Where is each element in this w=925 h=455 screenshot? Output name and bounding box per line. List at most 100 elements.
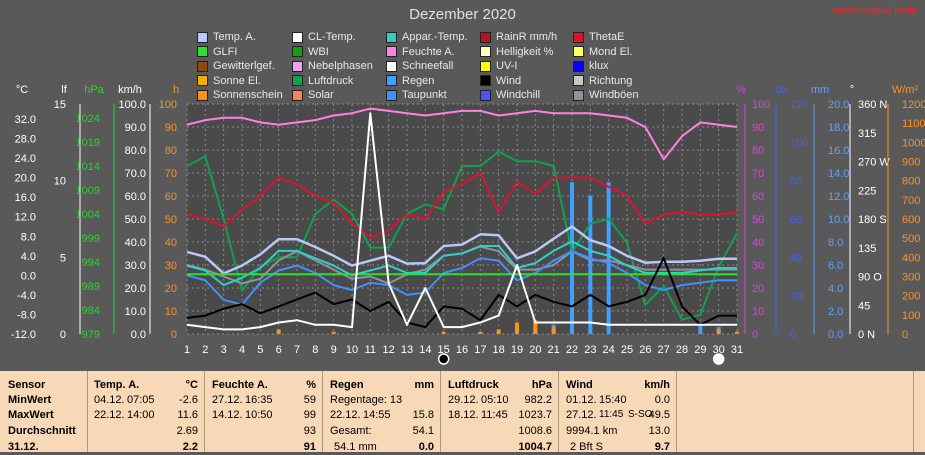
axis-tick-label: 40 <box>790 252 802 264</box>
legend-label: Sonnenschein <box>213 89 283 102</box>
wind-today: 9.7 <box>654 441 670 453</box>
temp-card: Temp. A. °C 04.12. 07:05 -2.6 22.12. 14:00 11… <box>87 371 205 453</box>
legend-item[interactable]: Schneefall <box>386 59 480 74</box>
x-tick-label: 5 <box>257 344 263 356</box>
axis-tick-label: 0 N <box>858 329 875 341</box>
x-tick-label: 15 <box>438 344 450 356</box>
legend-item[interactable]: klux <box>573 59 647 74</box>
axis-tick-label: 120 <box>790 99 808 111</box>
axis-tick-label: 30 <box>752 260 764 272</box>
legend-item[interactable]: UV-I <box>480 59 573 74</box>
full-moon-icon <box>712 353 725 365</box>
legend-swatch <box>480 31 491 43</box>
press-avg: 1008.6 <box>518 425 552 437</box>
x-tick-label: 3 <box>221 344 227 356</box>
legend-swatch <box>386 89 397 101</box>
legend-swatch <box>292 31 303 43</box>
new-moon-icon <box>437 353 450 365</box>
legend-item[interactable]: Helligkeit % <box>480 45 573 60</box>
axis-tick-label: 90.0 <box>125 122 146 134</box>
legend-item[interactable]: Feuchte A. <box>386 45 480 60</box>
temp-min-date: 04.12. <box>94 394 125 406</box>
x-tick-label: 22 <box>566 344 578 356</box>
axis-tick-label: 800 <box>902 176 920 188</box>
press-title: Luftdruck <box>448 379 499 391</box>
sunshine-bar <box>515 322 519 334</box>
rain-bar <box>588 196 593 334</box>
legend-item[interactable]: Windböen <box>573 88 647 103</box>
axis-unit-label: cb <box>775 84 787 96</box>
x-tick-label: 17 <box>474 344 486 356</box>
sunshine-bar <box>331 331 336 334</box>
press-max-time: 11:45 <box>481 409 508 421</box>
axis-tick-label: 12.0 <box>828 191 849 203</box>
axis-unit-label: lf <box>61 84 67 96</box>
legend-item[interactable]: Temp. A. <box>197 30 292 45</box>
legend-item[interactable]: Regen <box>386 74 480 89</box>
x-tick-label: 12 <box>383 344 395 356</box>
axis-tick-label: 1200 <box>902 99 925 111</box>
legend-label: Nebelphasen <box>308 60 373 73</box>
x-tick-label: 14 <box>419 344 431 356</box>
wind-max-time: 11:45 <box>599 409 624 420</box>
legend-item[interactable]: Sonne El. <box>197 74 292 89</box>
axis-tick-label: 20 <box>790 291 802 303</box>
axis-tick-label: 10 <box>54 176 66 188</box>
axis-tick-label: 80 <box>165 145 177 157</box>
legend-swatch <box>292 75 303 87</box>
sunshine-bar <box>551 327 556 334</box>
legend-item[interactable]: Taupunkt <box>386 88 480 103</box>
min-label: MinWert <box>8 394 52 406</box>
wind-min-date: 01.12. <box>566 394 597 406</box>
wind-max-date: 27.12. <box>566 409 597 421</box>
legend-label: Windchill <box>496 89 541 102</box>
axis-tick-label: 100 <box>752 99 770 111</box>
legend-item[interactable]: ThetaE <box>573 30 647 45</box>
legend-swatch <box>573 46 584 58</box>
legend-item[interactable]: Sonnenschein <box>197 88 292 103</box>
axis-tick-label: 5 <box>60 252 66 264</box>
x-tick-label: 29 <box>694 344 706 356</box>
stats-panel: Sensor MinWert MaxWert Durchschnitt 31.1… <box>0 371 925 453</box>
wind-max-direction: S-SO <box>628 409 653 420</box>
legend-item[interactable]: Mond El. <box>573 45 647 60</box>
legend-item[interactable]: WBI <box>292 45 386 60</box>
legend-item[interactable]: RainR mm/h <box>480 30 573 45</box>
legend-item[interactable]: Appar.-Temp. <box>386 30 480 45</box>
x-tick-label: 9 <box>331 344 337 356</box>
legend-item[interactable]: Windchill <box>480 88 573 103</box>
legend-item[interactable]: Luftdruck <box>292 74 386 89</box>
rain-days: Regentage: 13 <box>330 394 403 406</box>
axis-tick-label: 20 <box>752 283 764 295</box>
axis-tick-label: 2.0 <box>828 306 843 318</box>
legend-item[interactable]: GLFI <box>197 45 292 60</box>
legend-swatch <box>480 60 491 72</box>
axis-tick-label: 200 <box>902 291 920 303</box>
axis-tick-label: 20 <box>165 283 177 295</box>
axis-tick-label: 300 <box>902 272 920 284</box>
legend-swatch <box>386 60 397 72</box>
series-line <box>186 240 737 287</box>
axis-unit-label: °C <box>16 84 28 96</box>
legend-item[interactable]: Gewitterlgef. <box>197 59 292 74</box>
axis-tick-label: 90 <box>752 122 764 134</box>
legend-item[interactable]: CL-Temp. <box>292 30 386 45</box>
axis-tick-label: 999 <box>82 233 100 245</box>
axis-tick-label: 0 <box>902 329 908 341</box>
rain-bar <box>698 324 703 334</box>
rain-today: 0.0 <box>418 441 434 453</box>
legend-item[interactable]: Richtung <box>573 74 647 89</box>
legend-item[interactable]: Nebelphasen <box>292 59 386 74</box>
hum-today: 91 <box>303 441 316 453</box>
wind-avg: 13.0 <box>648 425 670 437</box>
axis-tick-label: 8.0 <box>828 237 843 249</box>
axis-tick-label: 20.0 <box>15 173 36 185</box>
wind-distance: 9994.1 km <box>566 425 618 437</box>
sunshine-bar <box>441 331 446 334</box>
axis-tick-label: 15 <box>54 99 66 111</box>
axis-tick-label: 60 <box>165 191 177 203</box>
legend-item[interactable]: Wind <box>480 74 573 89</box>
legend-item[interactable]: Solar <box>292 88 386 103</box>
legend-swatch <box>573 31 584 43</box>
press-max-value: 1023.7 <box>518 409 552 421</box>
